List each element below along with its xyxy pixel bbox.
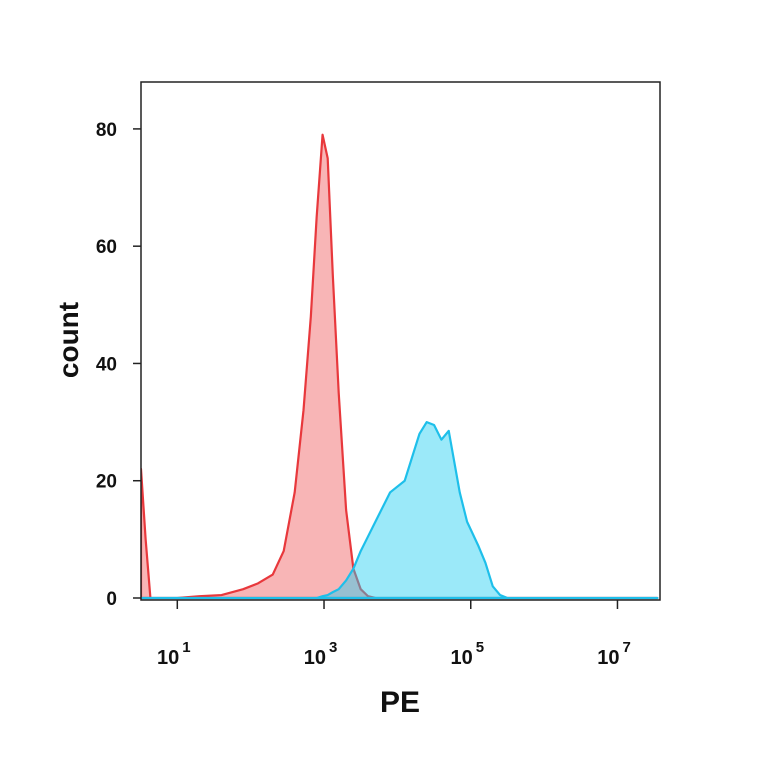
histogram-area bbox=[141, 420, 659, 600]
x-tick-exponent: 3 bbox=[329, 639, 337, 656]
plot-area bbox=[141, 133, 659, 600]
x-tick-label: 10 bbox=[597, 647, 619, 669]
y-axis-label: count bbox=[53, 302, 84, 378]
x-tick-exponent: 5 bbox=[476, 639, 484, 656]
y-tick-label: 40 bbox=[96, 354, 117, 375]
y-tick-label: 60 bbox=[96, 237, 117, 258]
y-tick-label: 0 bbox=[106, 589, 117, 610]
x-tick-label: 10 bbox=[157, 647, 179, 669]
plot-frame bbox=[140, 81, 661, 601]
x-tick-label: 10 bbox=[304, 647, 326, 669]
x-tick-exponent: 7 bbox=[622, 639, 630, 656]
x-axis-label: PE bbox=[380, 686, 420, 719]
y-tick-label: 20 bbox=[96, 472, 117, 493]
x-tick-label: 10 bbox=[450, 647, 472, 669]
y-tick-label: 80 bbox=[96, 120, 117, 141]
x-tick-exponent: 1 bbox=[182, 639, 190, 656]
